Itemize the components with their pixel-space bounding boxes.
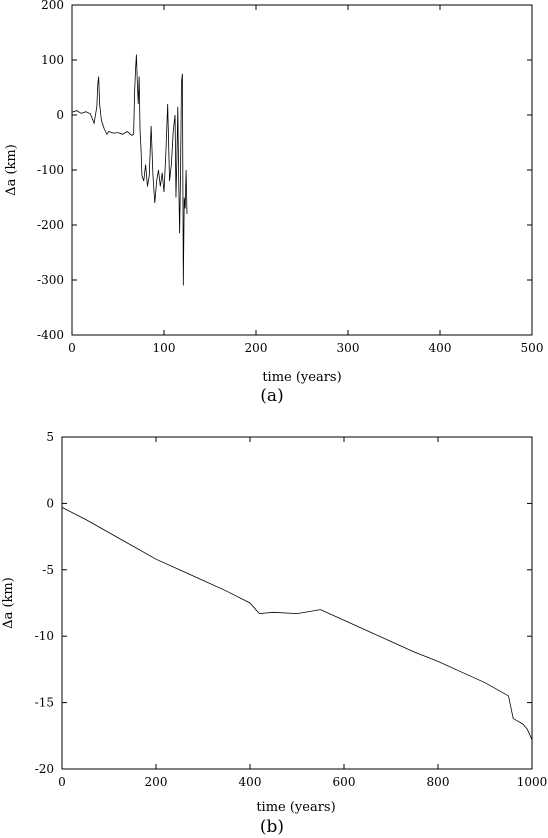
- panel-label-b: (b): [260, 817, 284, 837]
- y-tick-label-a-4: -200: [37, 218, 64, 232]
- series-line-a: [71, 54, 188, 286]
- x-tick-label-a-4: 400: [429, 341, 452, 355]
- x-tick-label-a-1: 100: [153, 341, 176, 355]
- panel-a: 0 100 200 300 400 500 200 100 0 -100 -200 -300 -400…: [4, 0, 543, 406]
- y-tick-label-a-1: 100: [41, 53, 64, 67]
- x-tick-label-b-2: 400: [239, 775, 262, 789]
- x-tick-label-b-1: 200: [145, 775, 168, 789]
- x-axis-title-a: time (years): [262, 370, 341, 385]
- panel-label-a: (a): [260, 386, 283, 406]
- x-tick-label-b-3: 600: [333, 775, 356, 789]
- y-tick-label-a-0: 200: [41, 0, 64, 12]
- x-axis-title-b: time (years): [256, 800, 335, 815]
- y-ticks-b: 5 0 -5 -10 -15 -20: [35, 430, 532, 776]
- y-tick-label-a-5: -300: [37, 273, 64, 287]
- plot-frame-b: [61, 436, 533, 770]
- panel-b: 0 200 400 600 800 1000 5 0 -5 -10 -15 -20 time (ye…: [1, 430, 547, 837]
- x-tick-label-b-5: 1000: [517, 775, 548, 789]
- y-tick-label-a-3: -100: [37, 163, 64, 177]
- series-line-b: [61, 507, 533, 740]
- y-tick-label-a-6: -400: [37, 328, 64, 342]
- y-tick-label-b-2: -5: [42, 563, 54, 577]
- y-tick-label-b-5: -20: [35, 762, 54, 776]
- x-tick-label-a-2: 200: [245, 341, 268, 355]
- x-tick-label-a-5: 500: [521, 341, 544, 355]
- y-ticks-a: 200 100 0 -100 -200 -300 -400: [37, 0, 532, 342]
- x-tick-label-a-0: 0: [68, 341, 76, 355]
- y-tick-label-b-0: 5: [46, 430, 54, 444]
- y-tick-label-b-3: -10: [35, 629, 54, 643]
- plot-frame-a: [71, 4, 533, 336]
- x-ticks-a: 0 100 200 300 400 500: [68, 5, 543, 355]
- x-ticks-b: 0 200 400 600 800 1000: [58, 437, 547, 789]
- y-tick-label-b-1: 0: [46, 496, 54, 510]
- x-tick-label-b-0: 0: [58, 775, 66, 789]
- y-axis-title-b: Δa (km): [1, 577, 16, 629]
- y-tick-label-a-2: 0: [56, 108, 64, 122]
- y-tick-label-b-4: -15: [35, 696, 54, 710]
- y-axis-title-a: Δa (km): [4, 144, 19, 196]
- x-tick-label-a-3: 300: [337, 341, 360, 355]
- x-tick-label-b-4: 800: [427, 775, 450, 789]
